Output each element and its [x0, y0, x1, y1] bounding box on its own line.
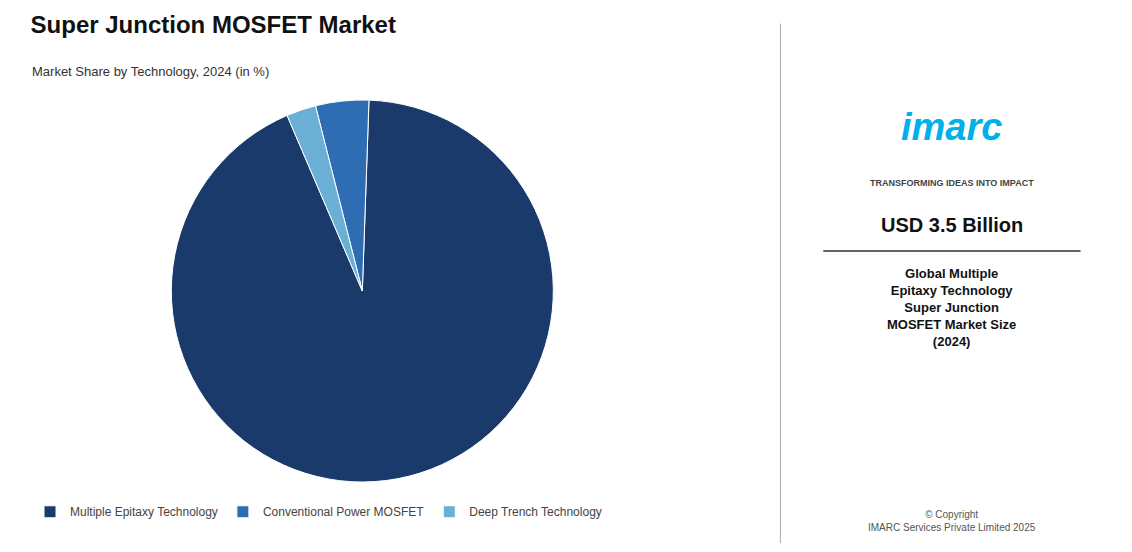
svg-text:Global MultipleEpitaxy Technol: Global MultipleEpitaxy TechnologySuper J… [887, 266, 1016, 349]
svg-text:TRANSFORMING IDEAS INTO IMPACT: TRANSFORMING IDEAS INTO IMPACT [870, 178, 1034, 188]
svg-text:imarc: imarc [901, 106, 1002, 148]
svg-text:© CopyrightIMARC Services Priv: © CopyrightIMARC Services Private Limite… [868, 509, 1036, 533]
svg-text:Super Junction MOSFET Market: Super Junction MOSFET Market [31, 11, 396, 38]
svg-text:Market Share by Technology, 20: Market Share by Technology, 2024 (in %) [32, 64, 269, 79]
svg-text:Multiple Epitaxy Technology: Multiple Epitaxy Technology [70, 505, 218, 519]
svg-text:Conventional Power MOSFET: Conventional Power MOSFET [263, 505, 424, 519]
svg-text:USD 3.5 Billion: USD 3.5 Billion [881, 214, 1023, 236]
svg-text:Deep Trench Technology: Deep Trench Technology [469, 505, 602, 519]
